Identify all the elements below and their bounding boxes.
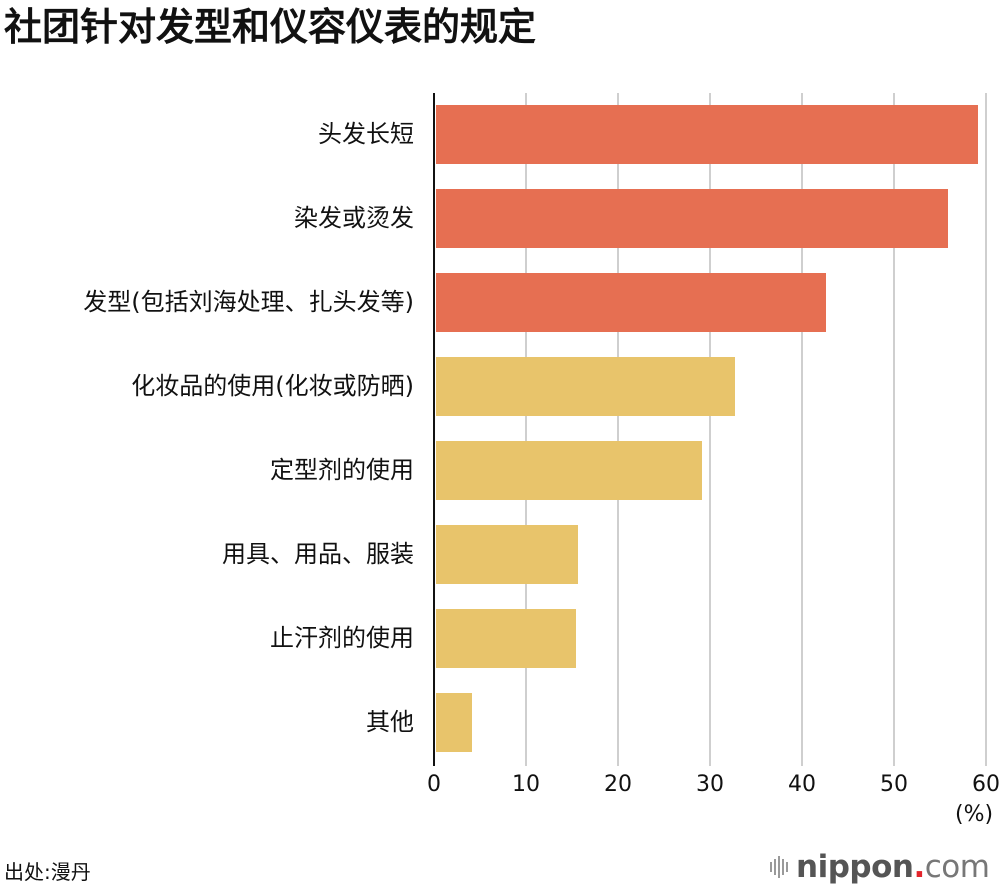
x-tick-label: 60 [972,772,1000,797]
gridline [801,93,803,766]
x-tick-label: 50 [880,772,908,797]
bar [436,188,949,248]
category-label: 染发或烫发 [294,204,414,232]
category-label: 头发长短 [318,120,414,148]
category-label: 用具、用品、服装 [222,540,414,568]
x-tick-label: 10 [512,772,540,797]
gridline [525,93,527,766]
bar [436,104,978,164]
chart-title: 社团针对发型和仪容仪表的规定 [4,5,537,49]
x-tick-label: 30 [696,772,724,797]
y-axis-line [433,93,435,766]
nippon-logo: nippon.com [770,848,990,886]
bar [436,524,578,584]
x-axis-unit: (%) [955,802,994,827]
bar [436,692,472,752]
gridline [985,93,987,766]
plot-area [434,93,994,766]
logo-text: nippon.com [796,849,990,885]
category-label: 化妆品的使用(化妆或防晒) [131,372,414,400]
x-tick-label: 20 [604,772,632,797]
category-label: 其他 [366,708,414,736]
x-tick-label: 40 [788,772,816,797]
source-note: 出处:漫丹 [4,860,91,884]
bar [436,608,576,668]
category-label: 定型剂的使用 [270,456,414,484]
bar [436,440,702,500]
bar [436,272,826,332]
sound-wave-icon [770,856,788,878]
bar [436,356,735,416]
category-label: 止汗剂的使用 [270,624,414,652]
category-label: 发型(包括刘海处理、扎头发等) [83,288,414,316]
gridline [617,93,619,766]
x-tick-label: 0 [427,772,441,797]
gridline [709,93,711,766]
gridline [893,93,895,766]
